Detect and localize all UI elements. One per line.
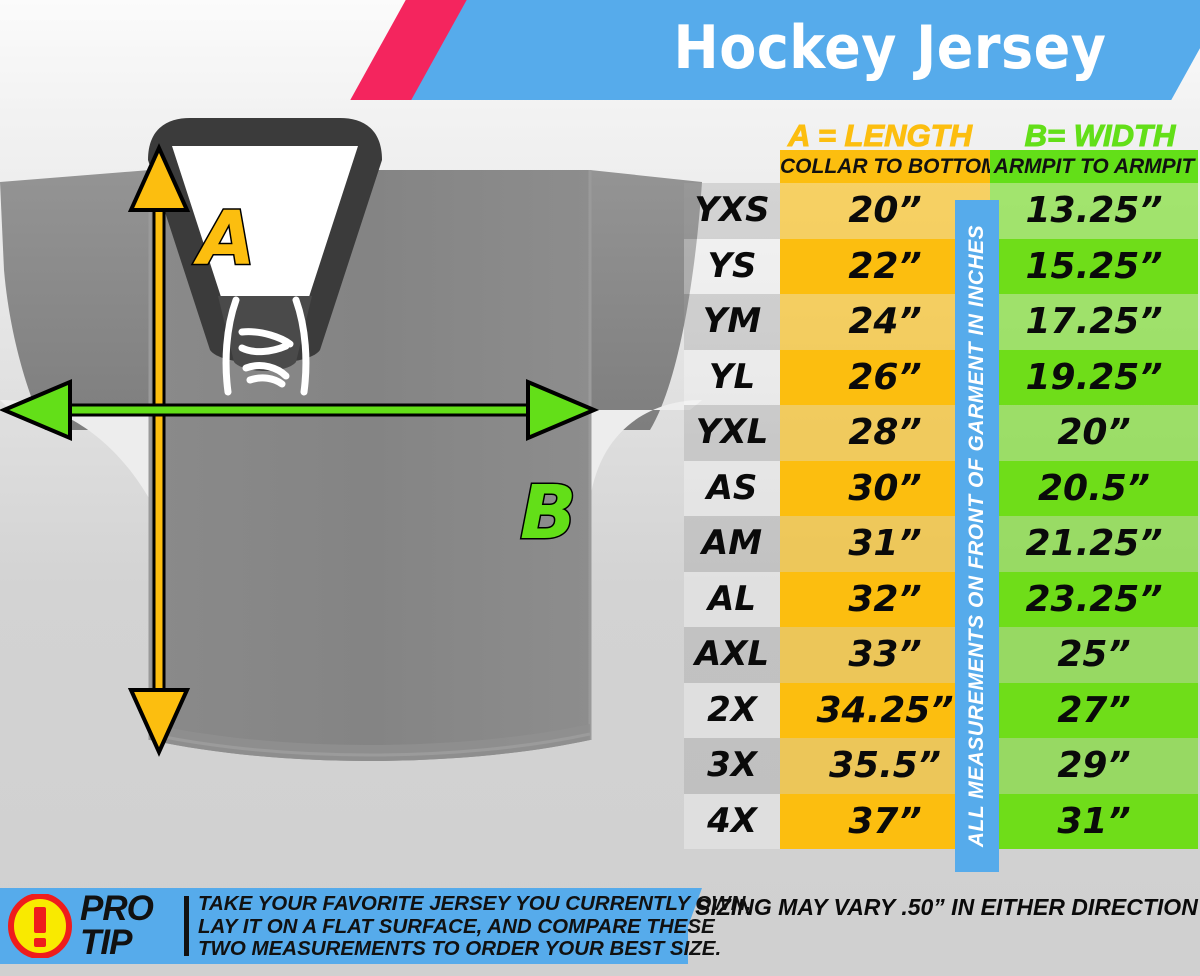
cell-width: 20.5” [990, 460, 1198, 516]
table-row: AXL 33” 25” [684, 627, 1198, 683]
jersey-right-sleeve [590, 170, 702, 430]
table-row: 2X 34.25” 27” [684, 682, 1198, 738]
table-row: AL 32” 23.25” [684, 571, 1198, 627]
table-row: YXL 28” 20” [684, 405, 1198, 461]
pro-tip-text-line1: TAKE YOUR FAVORITE JERSEY YOU CURRENTLY … [198, 892, 752, 915]
jersey-left-sleeve [0, 170, 150, 430]
table-row: AM 31” 21.25” [684, 516, 1198, 572]
cell-size: 4X [684, 793, 780, 849]
jersey-diagram [0, 118, 702, 761]
measurement-note-banner: ALL MEASUREMENTS ON FRONT OF GARMENT IN … [955, 200, 999, 872]
length-measure-arrow [127, 143, 191, 757]
cell-size: AXL [684, 627, 780, 683]
width-arrow-head-left [0, 378, 72, 442]
width-arrow-head-right [526, 378, 600, 442]
cell-width: 25” [990, 627, 1198, 683]
table-row: 3X 35.5” 29” [684, 738, 1198, 794]
length-arrow-shaft [152, 176, 166, 725]
cell-length: 30” [780, 460, 990, 516]
cell-size: YL [684, 349, 780, 405]
cell-size: AL [684, 571, 780, 627]
collar-laces-icon [222, 296, 310, 396]
cell-width: 29” [990, 738, 1198, 794]
table-row: 4X 37” 31” [684, 793, 1198, 849]
cell-size: YXL [684, 405, 780, 461]
cell-width: 13.25” [990, 183, 1198, 239]
cell-width: 17.25” [990, 294, 1198, 350]
cell-width: 19.25” [990, 349, 1198, 405]
width-arrow-shaft [16, 403, 580, 417]
length-column-subheader: COLLAR TO BOTTOM [780, 150, 999, 183]
cell-width: 27” [990, 682, 1198, 738]
cell-width: 31” [990, 793, 1198, 849]
page-title: Hockey Jersey [673, 13, 1107, 83]
size-table: A = LENGTH B= WIDTH COLLAR TO BOTTOM ARM… [684, 118, 1198, 890]
cell-size: AM [684, 516, 780, 572]
cell-width: 21.25” [990, 516, 1198, 572]
pro-tip-background [0, 888, 688, 964]
table-header: A = LENGTH B= WIDTH COLLAR TO BOTTOM ARM… [684, 118, 1198, 188]
pro-tip-banner: PRO TIP TAKE YOUR FAVORITE JERSEY YOU CU… [0, 888, 752, 964]
cell-size: AS [684, 460, 780, 516]
length-column-header: A = LENGTH [787, 118, 972, 154]
table-row: AS 30” 20.5” [684, 460, 1198, 516]
measurement-note-text: ALL MEASUREMENTS ON FRONT OF GARMENT IN … [965, 224, 988, 848]
width-label-b: B [518, 469, 577, 558]
pro-tip-text: TAKE YOUR FAVORITE JERSEY YOU CURRENTLY … [198, 892, 752, 961]
cell-width: 23.25” [990, 571, 1198, 627]
warning-exclamation-icon [8, 894, 72, 958]
table-row: YL 26” 19.25” [684, 349, 1198, 405]
cell-size: 2X [684, 682, 780, 738]
jersey-left-underarm [0, 400, 150, 500]
width-column-subheader: ARMPIT TO ARMPIT [990, 150, 1198, 183]
table-row: YM 24” 17.25” [684, 294, 1198, 350]
width-column-header: B= WIDTH [1024, 118, 1176, 154]
length-label-a: A [196, 195, 256, 284]
table-row: YS 22” 15.25” [684, 238, 1198, 294]
pro-tip-divider [184, 896, 189, 956]
cell-size: 3X [684, 738, 780, 794]
jersey-collar-inner [172, 146, 358, 311]
jersey-hem-line [149, 732, 591, 757]
pro-tip-text-line2: LAY IT ON A FLAT SURFACE, AND COMPARE TH… [198, 914, 715, 938]
width-measure-arrow [0, 378, 600, 442]
table-body: YXS 20” 13.25” YS 22” 15.25” YM 24” 17.25” YL 26” 1… [684, 183, 1198, 849]
cell-size: YM [684, 294, 780, 350]
jersey-right-underarm [590, 400, 702, 500]
cell-width: 15.25” [990, 238, 1198, 294]
pro-tip-label-line2: TIP [80, 923, 132, 962]
sizing-disclaimer: *SIZING MAY VARY .50” IN EITHER DIRECTIO… [686, 894, 1198, 920]
cell-width: 20” [990, 405, 1198, 461]
table-row: YXS 20” 13.25” [684, 183, 1198, 239]
pro-tip-label: PRO TIP [80, 889, 190, 962]
cell-size: YXS [684, 183, 780, 239]
length-arrow-head-bottom [127, 688, 191, 757]
pro-tip-label-line1: PRO [80, 889, 154, 928]
pro-tip-text-line3: TWO MEASUREMENTS TO ORDER YOUR BEST SIZE… [198, 937, 722, 960]
length-arrow-head-top [127, 143, 191, 212]
cell-size: YS [684, 238, 780, 294]
